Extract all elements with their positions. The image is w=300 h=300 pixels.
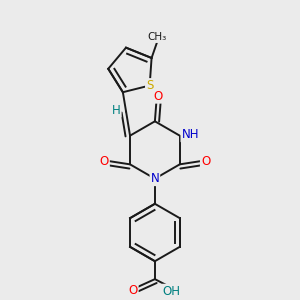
Text: O: O: [128, 284, 138, 297]
Text: CH₃: CH₃: [148, 32, 167, 42]
Text: H: H: [112, 103, 121, 117]
Text: O: O: [153, 90, 162, 103]
Text: OH: OH: [162, 285, 180, 298]
Text: S: S: [146, 79, 153, 92]
Text: N: N: [151, 172, 159, 185]
Text: O: O: [201, 154, 210, 168]
Text: O: O: [100, 154, 109, 168]
Text: NH: NH: [182, 128, 199, 142]
